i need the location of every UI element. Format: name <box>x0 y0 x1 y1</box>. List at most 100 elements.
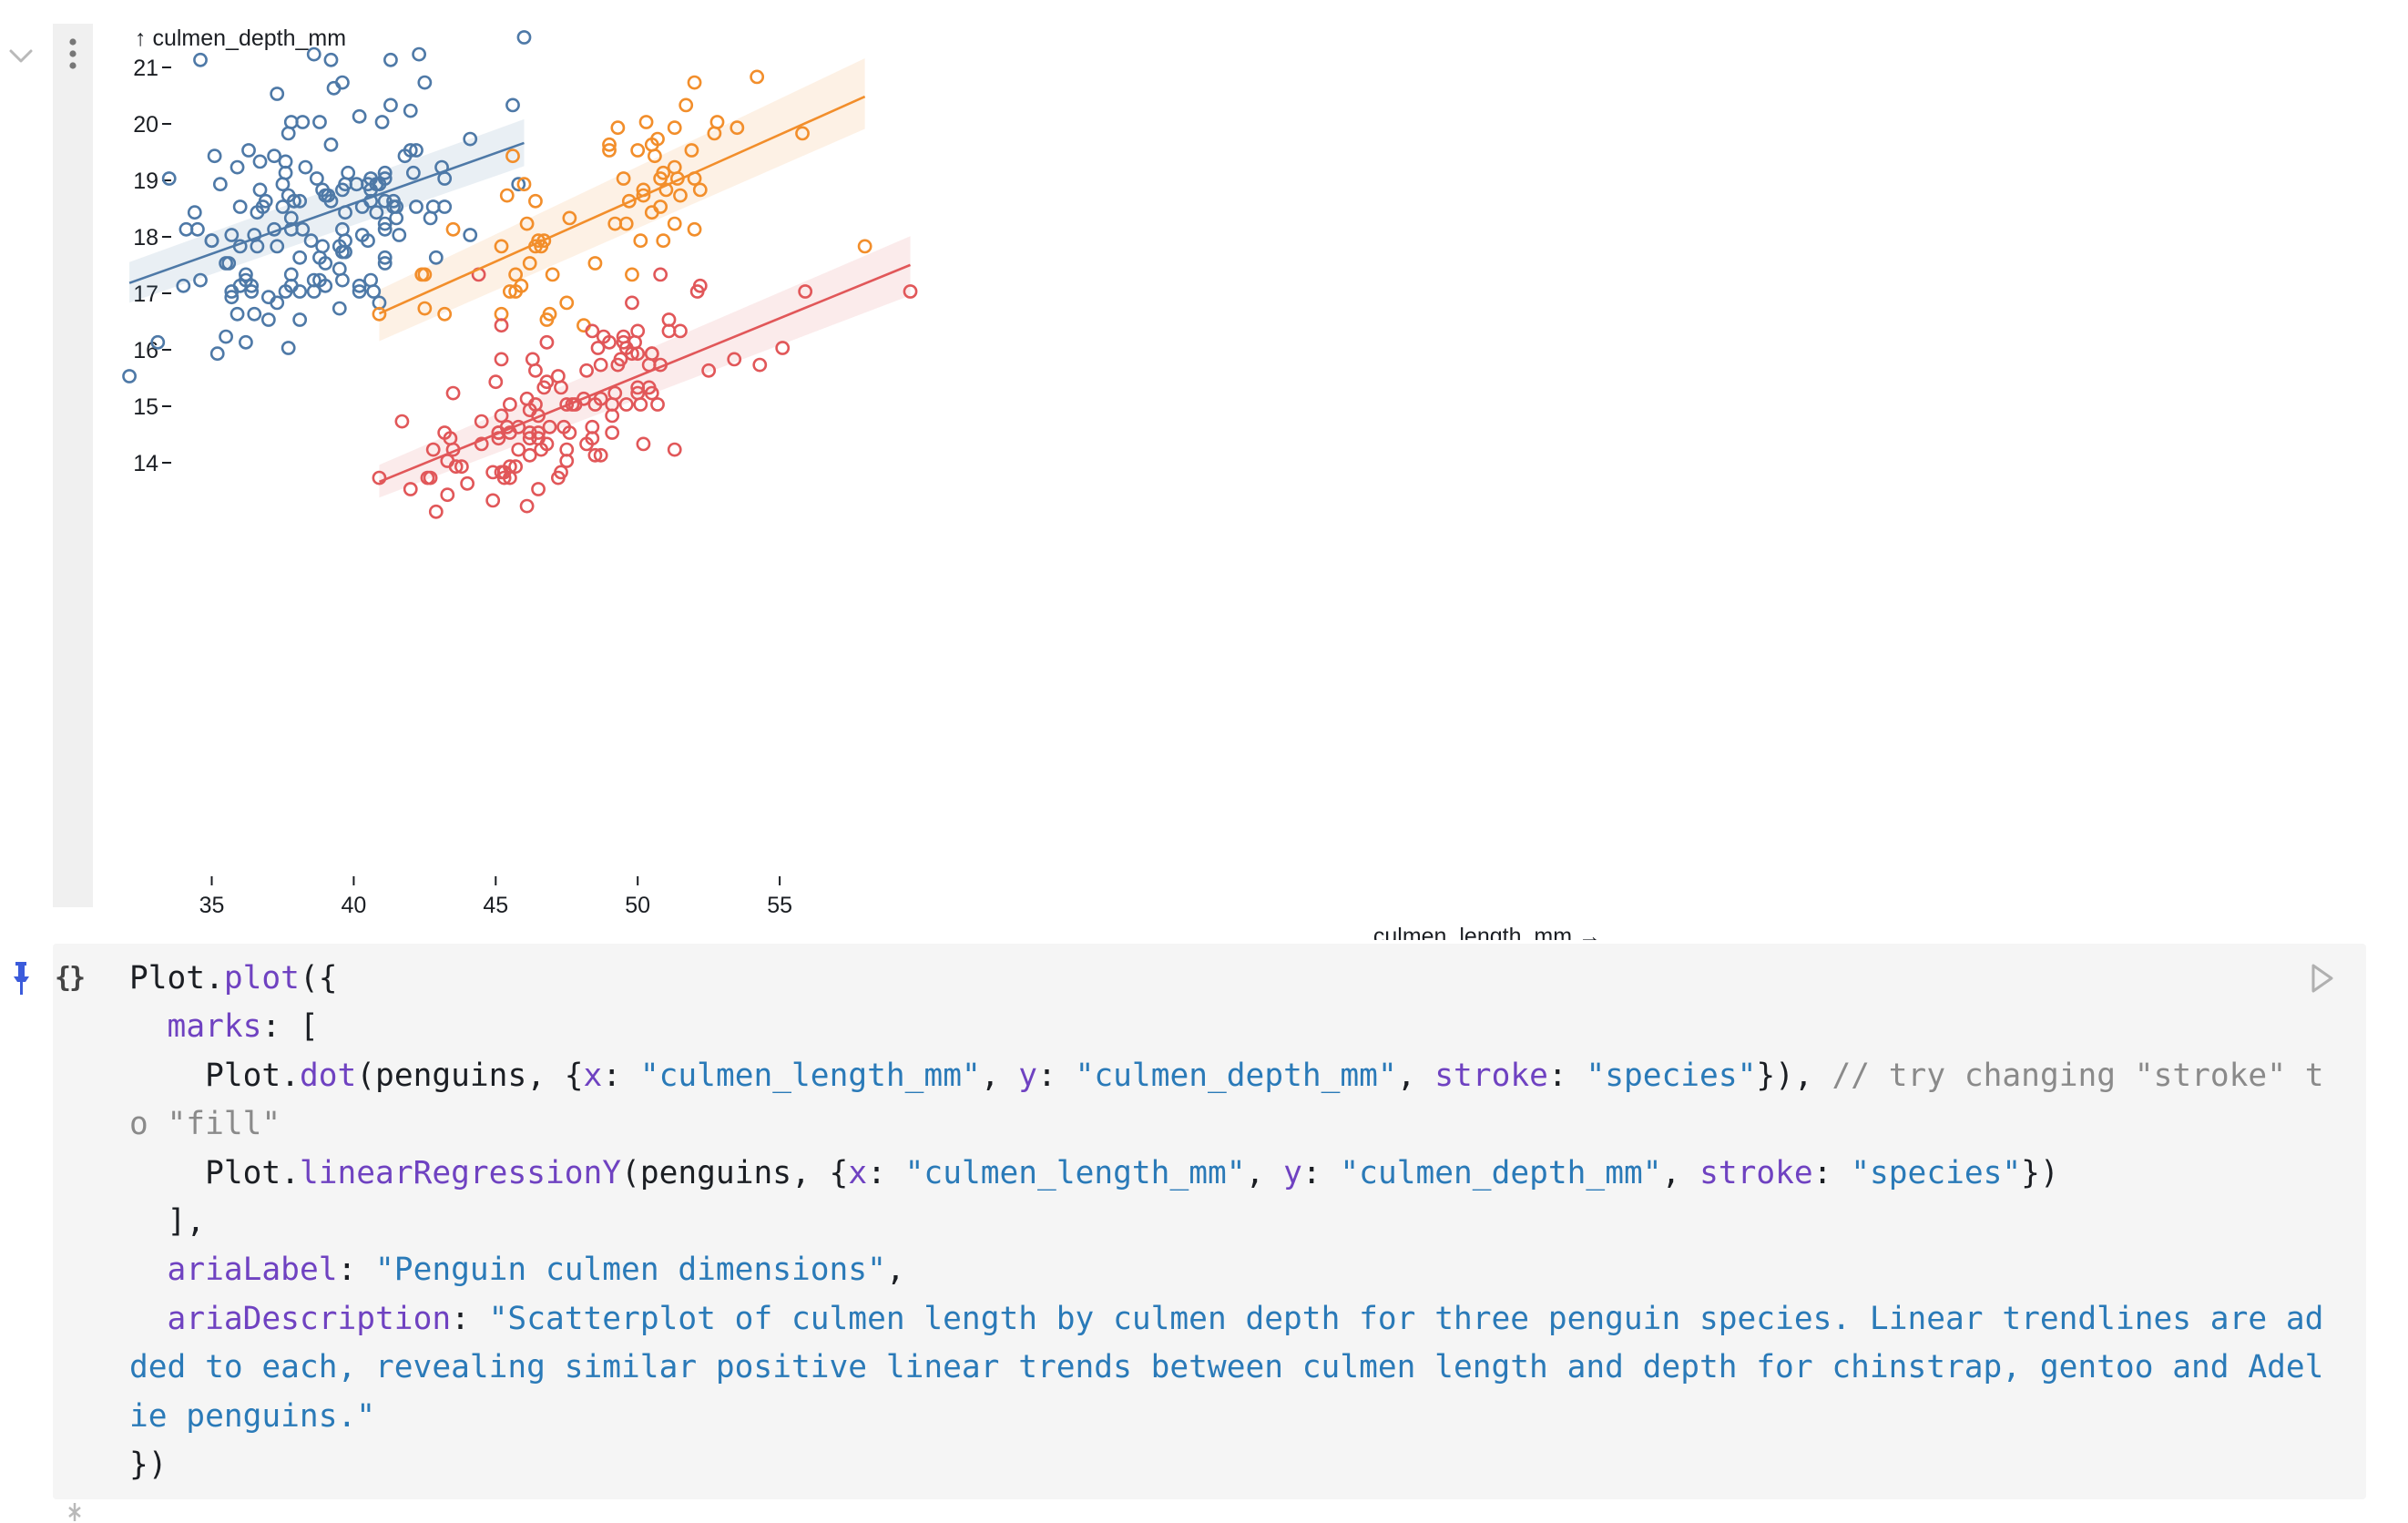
code-token: "culmen_depth_mm" <box>1075 1057 1397 1094</box>
data-point <box>412 46 427 62</box>
x-tick-label: 50 <box>625 893 650 918</box>
data-point <box>522 447 537 463</box>
data-point <box>539 312 555 327</box>
code-token: x <box>583 1057 603 1094</box>
pin-icon[interactable] <box>9 958 35 998</box>
regression-line <box>128 141 525 284</box>
run-icon[interactable] <box>2304 960 2341 997</box>
code-token: : <box>602 1057 640 1094</box>
chevron-down-icon[interactable] <box>5 40 36 71</box>
data-point <box>625 295 639 311</box>
data-point <box>122 369 137 383</box>
data-point <box>366 284 382 299</box>
data-point <box>709 115 725 129</box>
code-cell[interactable] <box>53 944 2366 1499</box>
data-point <box>525 352 540 367</box>
data-point <box>559 454 575 468</box>
data-point <box>239 267 253 282</box>
data-point <box>397 148 413 164</box>
data-point <box>687 221 702 237</box>
data-point <box>312 115 327 129</box>
cell-menu-bar[interactable] <box>53 24 93 907</box>
data-point <box>621 193 637 209</box>
data-point <box>425 442 441 457</box>
x-axis: 35 40 45 50 55 <box>199 876 792 918</box>
data-point <box>587 256 603 271</box>
code-token <box>129 1301 168 1337</box>
code-token: x <box>848 1154 868 1191</box>
x-tick-label: 45 <box>483 893 508 918</box>
code-editor[interactable]: Plot.plot({ marks: [ Plot.dot(penguins, … <box>129 955 2333 1489</box>
data-point <box>394 414 410 429</box>
data-point <box>531 482 546 496</box>
data-point <box>687 75 702 90</box>
data-point <box>658 182 674 198</box>
data-point <box>292 284 308 299</box>
code-token: , <box>1396 1057 1435 1094</box>
data-point <box>576 391 591 406</box>
data-point <box>508 267 524 282</box>
data-point <box>352 108 367 124</box>
data-point <box>562 210 577 226</box>
code-token: , <box>980 1057 1019 1094</box>
data-point <box>341 165 356 180</box>
data-point <box>190 221 205 237</box>
data-point <box>323 137 339 152</box>
data-point <box>633 233 648 249</box>
data-point <box>377 250 393 265</box>
data-point <box>618 397 634 412</box>
code-token: , <box>885 1252 905 1289</box>
code-token: ], <box>129 1203 206 1241</box>
chart-output: ↑ culmen_depth_mm culmen_length_mm → 14 1… <box>95 13 1643 940</box>
data-point <box>528 193 543 209</box>
data-point <box>485 465 501 480</box>
code-token: . <box>205 960 224 997</box>
data-point <box>193 272 208 288</box>
code-token: }) <box>2021 1154 2059 1191</box>
data-point <box>443 431 458 446</box>
vertical-dots-icon[interactable] <box>64 29 82 93</box>
data-point <box>539 436 555 452</box>
data-point <box>292 250 308 265</box>
data-point <box>605 425 620 440</box>
data-point <box>727 352 742 367</box>
data-point <box>369 205 384 220</box>
data-point <box>417 75 433 90</box>
data-point <box>559 295 575 311</box>
data-point <box>187 205 202 220</box>
data-point <box>377 165 393 180</box>
data-point <box>602 137 617 152</box>
data-point <box>502 397 517 412</box>
data-point <box>392 228 407 242</box>
data-point <box>653 199 668 214</box>
code-token: ariaDescription <box>167 1300 452 1337</box>
braces-icon[interactable]: {} <box>55 962 86 994</box>
data-point <box>377 221 393 237</box>
y-tick-label: 20 <box>133 112 158 138</box>
y-axis-label: ↑ culmen_depth_mm <box>135 26 346 51</box>
data-point <box>323 193 339 209</box>
data-point <box>857 239 872 254</box>
x-tick-label: 35 <box>199 893 225 918</box>
data-point <box>219 329 233 344</box>
data-point <box>267 148 281 164</box>
data-point <box>556 419 572 434</box>
code-token: : [ <box>261 1008 319 1046</box>
data-point <box>667 120 682 136</box>
data-point <box>241 143 256 158</box>
data-point <box>315 239 331 254</box>
data-point <box>405 165 421 180</box>
data-point <box>528 397 543 412</box>
data-point <box>454 459 469 475</box>
data-point <box>522 256 537 271</box>
data-point <box>903 284 918 299</box>
code-token: "Scatterplot of culmen length by culmen … <box>129 1300 2324 1435</box>
data-point <box>247 228 262 242</box>
data-point <box>318 278 333 293</box>
data-point <box>474 436 489 452</box>
data-point <box>650 131 665 147</box>
add-cell-icon[interactable] <box>62 1501 87 1523</box>
code-token: : <box>1812 1154 1852 1191</box>
code-token: : <box>1301 1154 1341 1191</box>
data-point <box>437 306 453 322</box>
